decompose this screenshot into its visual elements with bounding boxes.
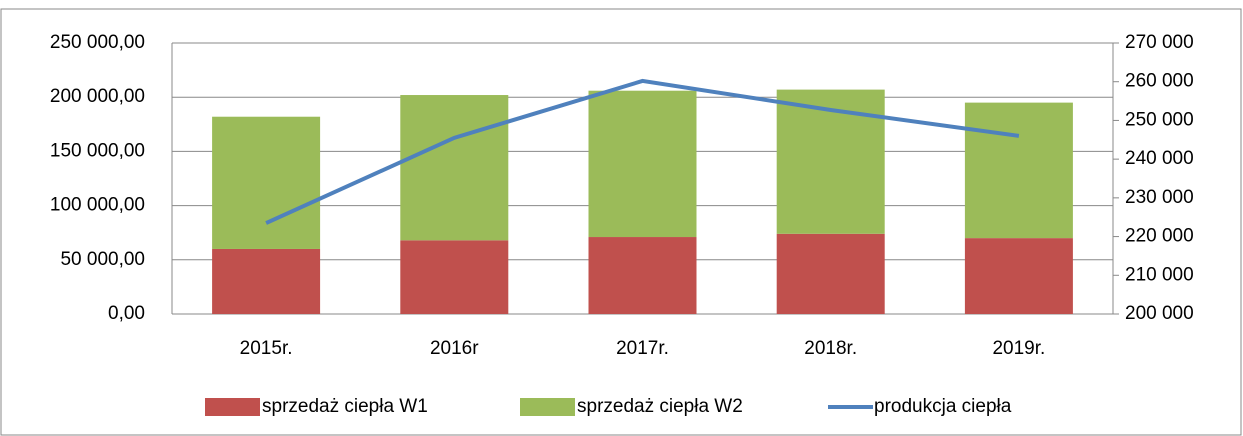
x-tick-label: 2019r. — [992, 338, 1045, 359]
y-tick-label: 0,00 — [108, 303, 145, 324]
x-tick-label: 2016r — [430, 338, 479, 359]
bar — [776, 233, 885, 314]
x-tick-label: 2018r. — [804, 338, 857, 359]
x-tick-label: 2015r. — [240, 338, 293, 359]
bar — [400, 95, 509, 241]
bar — [400, 240, 509, 314]
legend-label: sprzedaż ciepła W2 — [577, 396, 743, 417]
y-tick-label: 200 000,00 — [50, 86, 145, 107]
legend-swatch — [520, 398, 575, 416]
x-tick-label: 2017r. — [616, 338, 669, 359]
y2-tick-label: 240 000 — [1125, 148, 1194, 169]
legend-label: sprzedaż ciepła W1 — [262, 396, 428, 417]
legend-swatch — [205, 398, 260, 416]
bar — [964, 238, 1073, 314]
y2-tick-label: 200 000 — [1125, 303, 1194, 324]
y2-tick-label: 220 000 — [1125, 226, 1194, 247]
y-tick-label: 250 000,00 — [50, 32, 145, 53]
legend-label: produkcja ciepła — [874, 396, 1012, 417]
bar — [212, 116, 321, 249]
y2-tick-label: 250 000 — [1125, 109, 1194, 130]
bar — [212, 248, 321, 314]
y2-tick-label: 270 000 — [1125, 32, 1194, 53]
y2-tick-label: 260 000 — [1125, 71, 1194, 92]
y-tick-label: 150 000,00 — [50, 140, 145, 161]
bar — [588, 237, 697, 314]
bar — [964, 102, 1073, 239]
line — [265, 78, 1020, 225]
y-tick-label: 100 000,00 — [50, 195, 145, 216]
y2-tick-label: 230 000 — [1125, 187, 1194, 208]
bar — [588, 90, 697, 238]
y2-tick-label: 210 000 — [1125, 264, 1194, 285]
y-tick-label: 50 000,00 — [60, 249, 145, 270]
